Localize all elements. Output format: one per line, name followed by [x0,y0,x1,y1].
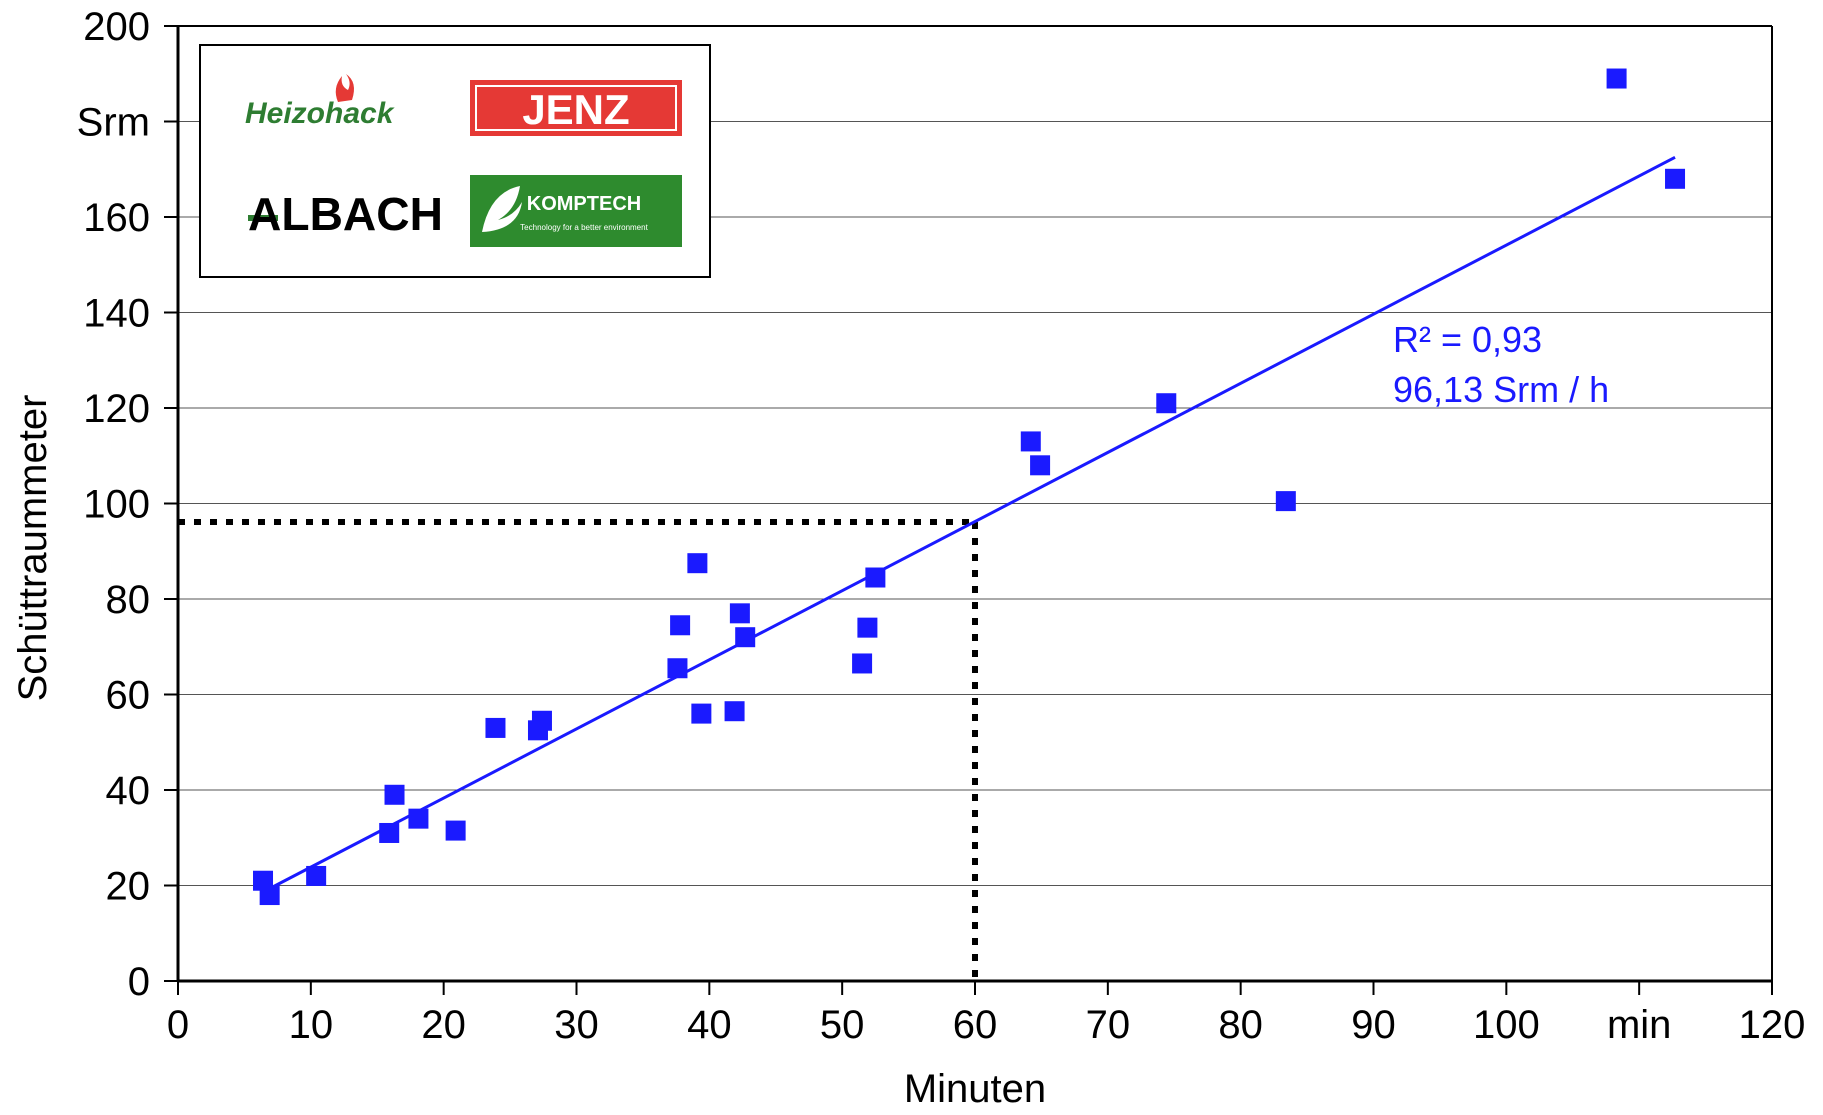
x-axis-title: Minuten [904,1067,1046,1111]
komptech-logo-text: KOMPTECH [527,193,641,215]
y-tick-label: 40 [106,769,151,813]
albach-logo: ALBACH [248,188,443,240]
data-point [1665,168,1686,189]
data-point [384,784,405,805]
y-axis-ticks: 0 20 40 60 80 100 120 140 160 Srm 200 [77,5,178,1004]
y-tick-label: 100 [83,483,150,527]
x-tick-label: 50 [820,1003,865,1047]
y-tick-label: 60 [106,674,151,718]
x-axis-ticks: 0 10 20 30 40 50 60 70 80 90 100 min 120 [167,981,1806,1047]
albach-accent-bar [248,215,278,221]
x-tick-label: 120 [1739,1003,1806,1047]
data-point [667,658,688,679]
x-tick-label: 100 [1473,1003,1540,1047]
data-point [857,617,878,638]
y-tick-label: 80 [106,578,151,622]
heizohack-logo: Heizohack [245,74,395,130]
data-point [485,717,506,738]
y-tick-label: Srm [77,101,150,145]
x-tick-label: 90 [1351,1003,1396,1047]
komptech-logo: KOMPTECH Technology for a better environ… [470,175,682,247]
r-squared-annotation: R² = 0,93 [1393,319,1542,360]
x-tick-label: 0 [167,1003,189,1047]
gridlines [178,121,1772,886]
logo-box: Heizohack JENZ ALBACH KOMPTECH Technolog… [199,44,711,278]
x-tick-label: 10 [289,1003,334,1047]
x-tick-label: 30 [554,1003,599,1047]
jenz-logo-border [475,85,677,131]
x-tick-label: 40 [687,1003,732,1047]
y-tick-label: 140 [83,292,150,336]
data-point [729,603,750,624]
data-point [670,615,691,636]
data-points [253,68,1686,906]
trendline-group [270,155,1676,890]
data-point [408,808,429,829]
reference-lines [178,518,978,981]
x-tick-label: 20 [421,1003,466,1047]
x-tick-label: 70 [1086,1003,1131,1047]
jenz-logo-text: JENZ [522,86,629,133]
data-point [735,627,756,648]
data-point [724,701,745,722]
y-tick-label: 120 [83,387,150,431]
x-tick-label: min [1607,1003,1671,1047]
data-point [1030,455,1051,476]
data-point [379,822,400,843]
data-point [531,710,552,731]
heizohack-logo-text: Heizohack [245,97,395,130]
data-point [1606,68,1627,89]
data-point [1275,491,1296,512]
flame-icon [335,74,354,102]
rate-annotation: 96,13 Srm / h [1393,369,1609,410]
trendline [270,155,1676,890]
data-point [1020,431,1041,452]
y-tick-label: 20 [106,865,151,909]
data-point [687,553,708,574]
jenz-logo-bg [470,80,682,136]
y-tick-label: 200 [83,5,150,49]
y-axis-title: Schüttraummeter [11,395,55,702]
data-point [691,703,712,724]
y-tick-label: 160 [83,196,150,240]
y-tick-label: 0 [128,960,150,1004]
data-point [852,653,873,674]
x-tick-label: 60 [953,1003,998,1047]
data-point [1156,393,1177,414]
x-tick-label: 80 [1218,1003,1263,1047]
leaf-icon [482,186,522,232]
data-point [259,885,280,906]
komptech-tagline: Technology for a better environment [520,223,648,232]
data-point [306,865,327,886]
jenz-logo: JENZ [470,80,682,136]
albach-logo-text: ALBACH [248,188,443,240]
data-point [865,567,886,588]
data-point [445,820,466,841]
